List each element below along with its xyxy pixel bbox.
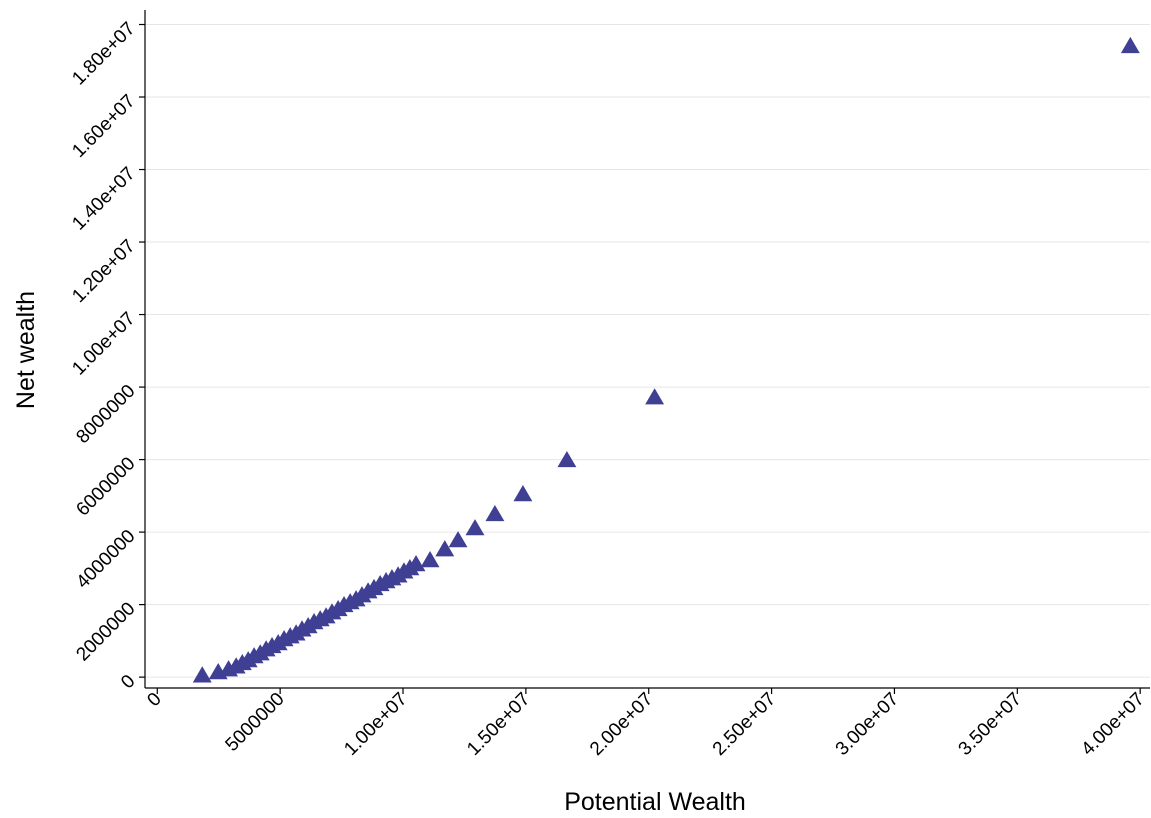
x-tick-label: 4.00e+07	[1077, 689, 1148, 760]
point	[435, 540, 455, 557]
point	[1120, 36, 1140, 54]
x-tick-label: 3.50e+07	[955, 689, 1026, 760]
y-tick-label: 1.60e+07	[68, 91, 139, 162]
x-tick-label: 3.00e+07	[832, 689, 903, 760]
y-tick-label: 6000000	[72, 453, 139, 520]
point	[420, 551, 440, 568]
x-tick-label: 5000000	[222, 689, 289, 756]
point	[645, 388, 665, 405]
x-tick-label: 0	[143, 689, 165, 711]
y-tick-label: 2000000	[72, 598, 139, 665]
y-tick-label: 4000000	[72, 526, 139, 593]
y-axis-title: Net wealth	[12, 291, 40, 409]
y-tick-label: 1.40e+07	[68, 163, 139, 234]
x-axis-title: Potential Wealth	[564, 788, 746, 816]
point	[485, 504, 505, 522]
y-tick-label: 1.20e+07	[68, 236, 139, 307]
y-tick-label: 1.00e+07	[68, 308, 139, 379]
point	[465, 519, 485, 536]
x-tick-label: 1.50e+07	[463, 689, 534, 760]
point	[557, 450, 577, 468]
x-tick-label: 1.00e+07	[340, 689, 411, 760]
x-tick-label: 2.50e+07	[709, 689, 780, 760]
y-tick-label: 8000000	[72, 381, 139, 448]
point	[192, 666, 212, 683]
x-tick-label: 2.00e+07	[586, 689, 657, 760]
point	[448, 531, 468, 548]
y-tick-label: 1.80e+07	[68, 18, 139, 89]
y-tick-label: 0	[117, 671, 139, 693]
point	[513, 485, 533, 502]
